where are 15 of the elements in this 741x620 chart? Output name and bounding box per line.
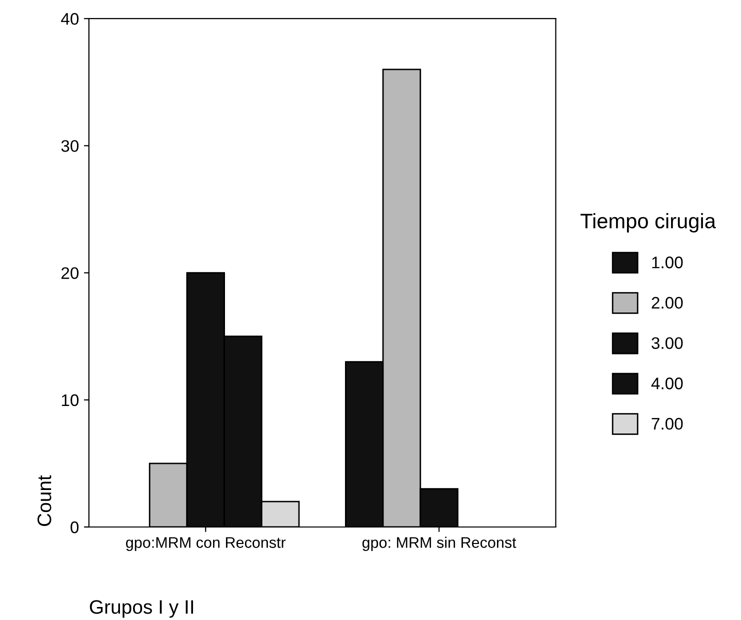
x-tick-label: gpo:MRM con Reconstr	[126, 537, 286, 551]
legend-label: 4.00	[651, 378, 683, 390]
y-tick-label: 30	[61, 140, 79, 152]
y-tick-label: 10	[62, 394, 79, 406]
legend-title: Tiempo cirugia	[580, 213, 716, 233]
y-axis-title: Count	[37, 475, 52, 526]
y-tick-label: 40	[61, 13, 79, 25]
x-axis-title: Grupos I y II	[90, 600, 194, 618]
legend-label: 7.00	[652, 418, 683, 430]
y-tick-label: 20	[62, 267, 79, 280]
legend-label: 2.00	[652, 296, 683, 309]
x-tick-label: gpo: MRM sin Reconst	[362, 536, 516, 551]
legend-label: 3.00	[652, 337, 683, 350]
legend-label: 1.00	[652, 256, 683, 268]
y-tick-label: 0	[70, 521, 79, 534]
